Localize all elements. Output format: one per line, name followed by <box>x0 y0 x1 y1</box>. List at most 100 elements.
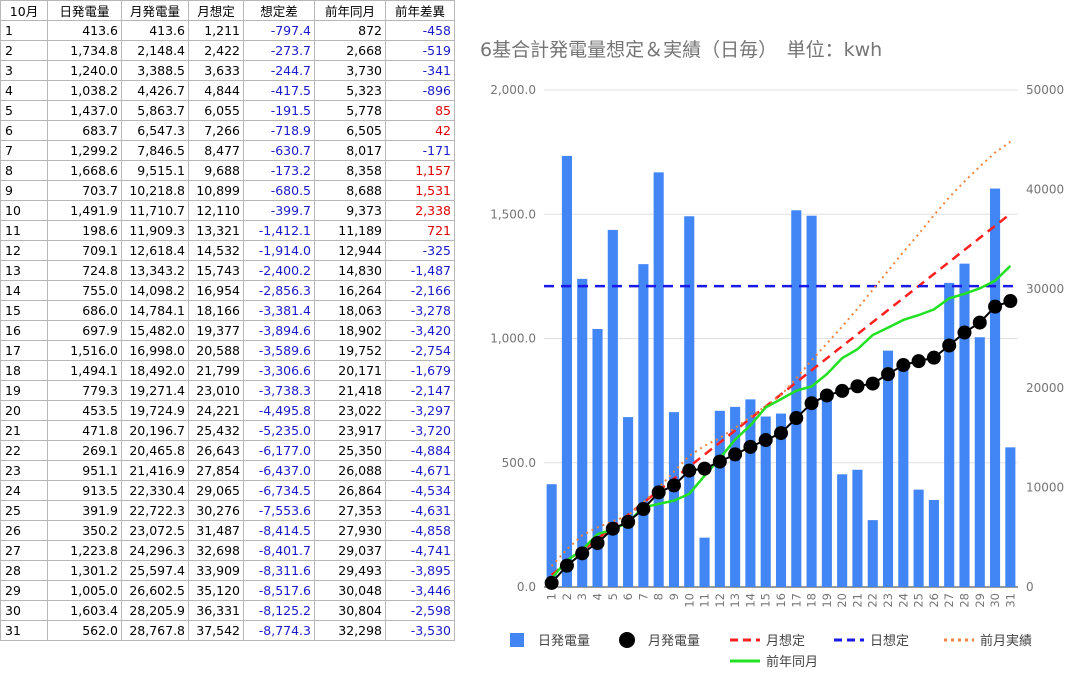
table-cell[interactable]: -4,741 <box>385 540 455 561</box>
table-cell[interactable]: 8,017 <box>314 140 386 161</box>
table-cell[interactable]: 7,266 <box>188 120 244 141</box>
table-cell[interactable]: 37,542 <box>188 620 244 641</box>
table-cell[interactable]: -2,856.3 <box>243 280 315 301</box>
table-cell[interactable]: -4,858 <box>385 520 455 541</box>
table-cell[interactable]: -8,125.2 <box>243 600 315 621</box>
table-cell[interactable]: -2,400.2 <box>243 260 315 281</box>
column-header[interactable]: 日発電量 <box>47 0 122 21</box>
table-cell[interactable]: 6,505 <box>314 120 386 141</box>
table-cell[interactable]: -8,517.6 <box>243 580 315 601</box>
table-cell[interactable]: 28 <box>0 560 48 581</box>
table-cell[interactable]: 7,846.5 <box>121 140 189 161</box>
table-cell[interactable]: 5,778 <box>314 100 386 121</box>
table-cell[interactable]: -4,884 <box>385 440 455 461</box>
table-cell[interactable]: 12,110 <box>188 200 244 221</box>
table-cell[interactable]: 8,477 <box>188 140 244 161</box>
table-cell[interactable]: 36,331 <box>188 600 244 621</box>
table-cell[interactable]: -3,530 <box>385 620 455 641</box>
table-cell[interactable]: 13,343.2 <box>121 260 189 281</box>
table-cell[interactable]: 1,603.4 <box>47 600 122 621</box>
table-cell[interactable]: 20,465.8 <box>121 440 189 461</box>
table-cell[interactable]: -3,420 <box>385 320 455 341</box>
table-cell[interactable]: 27,353 <box>314 500 386 521</box>
table-cell[interactable]: 724.8 <box>47 260 122 281</box>
table-cell[interactable]: 29 <box>0 580 48 601</box>
table-cell[interactable]: 21,416.9 <box>121 460 189 481</box>
table-cell[interactable]: 1,240.0 <box>47 60 122 81</box>
table-cell[interactable]: 3,388.5 <box>121 60 189 81</box>
table-cell[interactable]: 703.7 <box>47 180 122 201</box>
table-cell[interactable]: 872 <box>314 20 386 41</box>
table-cell[interactable]: 30,804 <box>314 600 386 621</box>
table-cell[interactable]: 1,005.0 <box>47 580 122 601</box>
table-cell[interactable]: -8,774.3 <box>243 620 315 641</box>
table-cell[interactable]: -3,720 <box>385 420 455 441</box>
table-cell[interactable]: 26,643 <box>188 440 244 461</box>
table-cell[interactable]: 18,166 <box>188 300 244 321</box>
table-cell[interactable]: 562.0 <box>47 620 122 641</box>
table-cell[interactable]: 28,205.9 <box>121 600 189 621</box>
table-cell[interactable]: 31 <box>0 620 48 641</box>
table-cell[interactable]: 1,301.2 <box>47 560 122 581</box>
table-cell[interactable]: 6,055 <box>188 100 244 121</box>
table-cell[interactable]: 26,088 <box>314 460 386 481</box>
table-cell[interactable]: 33,909 <box>188 560 244 581</box>
table-cell[interactable]: 4,426.7 <box>121 80 189 101</box>
table-cell[interactable]: 913.5 <box>47 480 122 501</box>
table-cell[interactable]: 19,724.9 <box>121 400 189 421</box>
table-cell[interactable]: 14,830 <box>314 260 386 281</box>
table-cell[interactable]: 23,072.5 <box>121 520 189 541</box>
table-cell[interactable]: -2,166 <box>385 280 455 301</box>
table-cell[interactable]: -2,598 <box>385 600 455 621</box>
table-cell[interactable]: 22,722.3 <box>121 500 189 521</box>
table-cell[interactable]: 8 <box>0 160 48 181</box>
table-cell[interactable]: 5,863.7 <box>121 100 189 121</box>
table-cell[interactable]: 18 <box>0 360 48 381</box>
column-header[interactable]: 想定差 <box>243 0 315 21</box>
table-cell[interactable]: -7,553.6 <box>243 500 315 521</box>
table-cell[interactable]: -173.2 <box>243 160 315 181</box>
table-cell[interactable]: -6,437.0 <box>243 460 315 481</box>
table-cell[interactable]: 697.9 <box>47 320 122 341</box>
table-cell[interactable]: 31,487 <box>188 520 244 541</box>
table-cell[interactable]: 26,602.5 <box>121 580 189 601</box>
table-cell[interactable]: 11,710.7 <box>121 200 189 221</box>
table-cell[interactable]: 23,022 <box>314 400 386 421</box>
table-cell[interactable]: 18,492.0 <box>121 360 189 381</box>
table-cell[interactable]: 413.6 <box>121 20 189 41</box>
table-cell[interactable]: 21 <box>0 420 48 441</box>
table-cell[interactable]: -3,306.6 <box>243 360 315 381</box>
table-cell[interactable]: 24,221 <box>188 400 244 421</box>
table-cell[interactable]: 198.6 <box>47 220 122 241</box>
table-cell[interactable]: 20,171 <box>314 360 386 381</box>
table-cell[interactable]: -4,631 <box>385 500 455 521</box>
column-header[interactable]: 前年差異 <box>385 0 455 21</box>
table-cell[interactable]: -6,177.0 <box>243 440 315 461</box>
table-cell[interactable]: 709.1 <box>47 240 122 261</box>
table-cell[interactable]: 30,276 <box>188 500 244 521</box>
table-cell[interactable]: 5,323 <box>314 80 386 101</box>
table-cell[interactable]: -1,914.0 <box>243 240 315 261</box>
table-cell[interactable]: 12,618.4 <box>121 240 189 261</box>
table-cell[interactable]: -273.7 <box>243 40 315 61</box>
table-cell[interactable]: -6,734.5 <box>243 480 315 501</box>
table-cell[interactable]: 683.7 <box>47 120 122 141</box>
table-cell[interactable]: 21,799 <box>188 360 244 381</box>
table-cell[interactable]: 6,547.3 <box>121 120 189 141</box>
table-cell[interactable]: -3,278 <box>385 300 455 321</box>
table-cell[interactable]: -1,412.1 <box>243 220 315 241</box>
table-cell[interactable]: 27,854 <box>188 460 244 481</box>
table-cell[interactable]: 686.0 <box>47 300 122 321</box>
table-cell[interactable]: -3,589.6 <box>243 340 315 361</box>
table-cell[interactable]: -399.7 <box>243 200 315 221</box>
table-cell[interactable]: 1,668.6 <box>47 160 122 181</box>
table-cell[interactable]: 2,148.4 <box>121 40 189 61</box>
table-cell[interactable]: 22,330.4 <box>121 480 189 501</box>
column-header[interactable]: 月想定 <box>188 0 244 21</box>
table-cell[interactable]: 721 <box>385 220 455 241</box>
column-header[interactable]: 10月 <box>0 0 48 21</box>
table-cell[interactable]: 10,899 <box>188 180 244 201</box>
table-cell[interactable]: 1,734.8 <box>47 40 122 61</box>
table-cell[interactable]: 15 <box>0 300 48 321</box>
table-cell[interactable]: 8,688 <box>314 180 386 201</box>
